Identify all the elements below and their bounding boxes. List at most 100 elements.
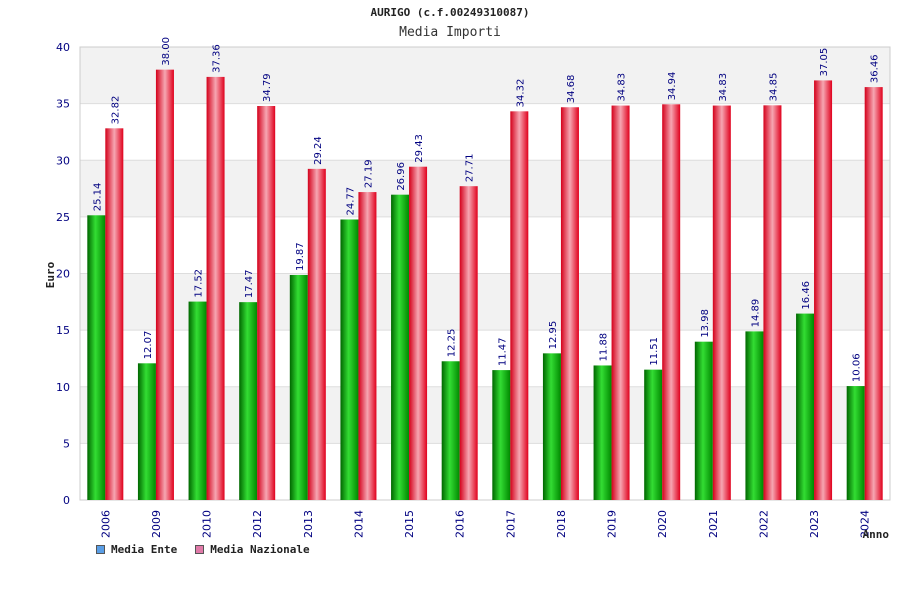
x-tick-label: 2012 <box>251 510 264 538</box>
bar-media-nazionale <box>206 76 225 500</box>
data-label-media-ente: 16.46 <box>801 281 812 310</box>
data-label-media-nazionale: 29.24 <box>313 136 324 165</box>
data-label-media-ente: 10.06 <box>852 353 863 382</box>
data-label-media-ente: 11.47 <box>497 337 508 366</box>
data-label-media-nazionale: 27.71 <box>465 154 476 183</box>
y-tick-label: 0 <box>63 494 70 507</box>
bar-media-nazionale <box>662 104 681 500</box>
data-label-media-ente: 12.95 <box>548 321 559 350</box>
bar-media-ente <box>239 302 258 500</box>
data-label-media-ente: 12.25 <box>447 329 458 358</box>
y-tick-label: 40 <box>56 41 70 54</box>
x-tick-label: 2010 <box>201 510 214 538</box>
x-tick-label: 2020 <box>656 510 669 538</box>
bar-media-ente <box>644 369 663 500</box>
data-label-media-nazionale: 36.46 <box>870 54 881 83</box>
legend-label-media-ente: Media Ente <box>111 543 178 556</box>
bar-media-ente <box>391 194 410 501</box>
x-axis-label: Anno <box>863 528 890 541</box>
bar-media-nazionale <box>358 192 377 501</box>
x-tick-label: 2015 <box>403 510 416 538</box>
bar-media-nazionale <box>105 128 124 500</box>
data-label-media-ente: 26.96 <box>396 162 407 191</box>
bar-media-nazionale <box>155 69 174 501</box>
data-label-media-nazionale: 34.68 <box>566 75 577 104</box>
data-label-media-nazionale: 29.43 <box>414 134 425 163</box>
x-tick-label: 2009 <box>150 510 163 538</box>
x-tick-label: 2016 <box>454 510 467 538</box>
bar-media-ente <box>593 365 612 500</box>
bar-media-ente <box>745 331 764 500</box>
chart-title: AURIGO (c.f.00249310087) <box>370 6 530 19</box>
x-tick-label: 2017 <box>504 510 517 538</box>
legend-item-media-ente: Media Ente <box>96 543 177 556</box>
bar-media-nazionale <box>864 87 883 500</box>
data-label-media-ente: 19.87 <box>295 242 306 271</box>
x-tick-label: 2006 <box>99 510 112 538</box>
data-label-media-nazionale: 34.79 <box>262 73 273 102</box>
bar-media-nazionale <box>510 111 529 501</box>
data-label-media-nazionale: 32.82 <box>110 96 121 125</box>
x-tick-label: 2023 <box>808 510 821 538</box>
data-label-media-nazionale: 34.85 <box>768 73 779 102</box>
bar-media-nazionale <box>814 80 833 500</box>
bar-media-ente <box>340 219 359 501</box>
y-tick-label: 30 <box>56 154 70 167</box>
plot-frame <box>79 46 891 501</box>
bar-media-ente <box>694 341 713 500</box>
y-tick-label: 20 <box>56 268 70 281</box>
data-label-media-ente: 11.88 <box>599 333 610 362</box>
data-label-media-ente: 13.98 <box>700 309 711 338</box>
bar-media-nazionale <box>611 105 630 501</box>
y-tick-label: 25 <box>56 211 70 224</box>
y-tick-label: 35 <box>56 98 70 111</box>
y-tick-label: 10 <box>56 381 70 394</box>
x-tick-label: 2019 <box>606 510 619 538</box>
legend-swatch-media-ente <box>96 545 105 554</box>
chart-legend: Media Ente Media Nazionale <box>96 543 310 556</box>
bar-media-ente <box>441 361 460 500</box>
x-tick-label: 2021 <box>707 510 720 538</box>
bar-media-ente <box>846 386 865 500</box>
data-label-media-nazionale: 37.05 <box>819 48 830 77</box>
legend-swatch-media-nazionale <box>195 545 205 554</box>
data-label-media-nazionale: 34.83 <box>617 73 628 102</box>
bar-media-nazionale <box>459 186 478 500</box>
legend-item-media-nazionale: Media Nazionale <box>195 543 310 556</box>
bar-media-nazionale <box>409 166 428 500</box>
data-label-media-ente: 17.47 <box>244 270 255 299</box>
data-label-media-nazionale: 34.32 <box>515 79 526 108</box>
data-label-media-ente: 14.89 <box>750 299 761 328</box>
data-label-media-ente: 11.51 <box>649 337 660 366</box>
bar-media-ente <box>137 363 156 500</box>
x-tick-label: 2022 <box>757 510 770 538</box>
chart-subtitle: Media Importi <box>399 25 501 40</box>
data-label-media-nazionale: 37.36 <box>212 44 223 73</box>
bar-media-ente <box>492 370 511 500</box>
bar-media-ente <box>87 215 106 501</box>
data-label-media-nazionale: 34.83 <box>718 73 729 102</box>
data-label-media-nazionale: 27.19 <box>363 159 374 188</box>
data-label-media-ente: 12.07 <box>143 331 154 360</box>
x-tick-label: 2024 <box>859 510 872 538</box>
bar-media-ente <box>796 313 815 500</box>
bar-media-nazionale <box>763 105 782 500</box>
x-tick-label: 2018 <box>555 510 568 538</box>
y-axis-label: Euro <box>44 261 57 288</box>
data-label-media-ente: 24.77 <box>345 187 356 216</box>
data-label-media-ente: 17.52 <box>194 269 205 298</box>
bar-media-nazionale <box>307 168 326 500</box>
x-tick-label: 2013 <box>302 510 315 538</box>
data-label-media-nazionale: 38.00 <box>161 37 172 66</box>
data-label-media-ente: 25.14 <box>92 183 103 212</box>
bar-media-nazionale <box>712 105 731 501</box>
y-tick-label: 5 <box>63 437 70 450</box>
data-label-media-nazionale: 34.94 <box>667 72 678 101</box>
y-tick-label: 15 <box>56 324 70 337</box>
bar-media-ente <box>542 353 561 500</box>
bar-media-ente <box>289 274 308 500</box>
x-tick-label: 2014 <box>352 510 365 538</box>
legend-label-media-nazionale: Media Nazionale <box>210 543 310 556</box>
